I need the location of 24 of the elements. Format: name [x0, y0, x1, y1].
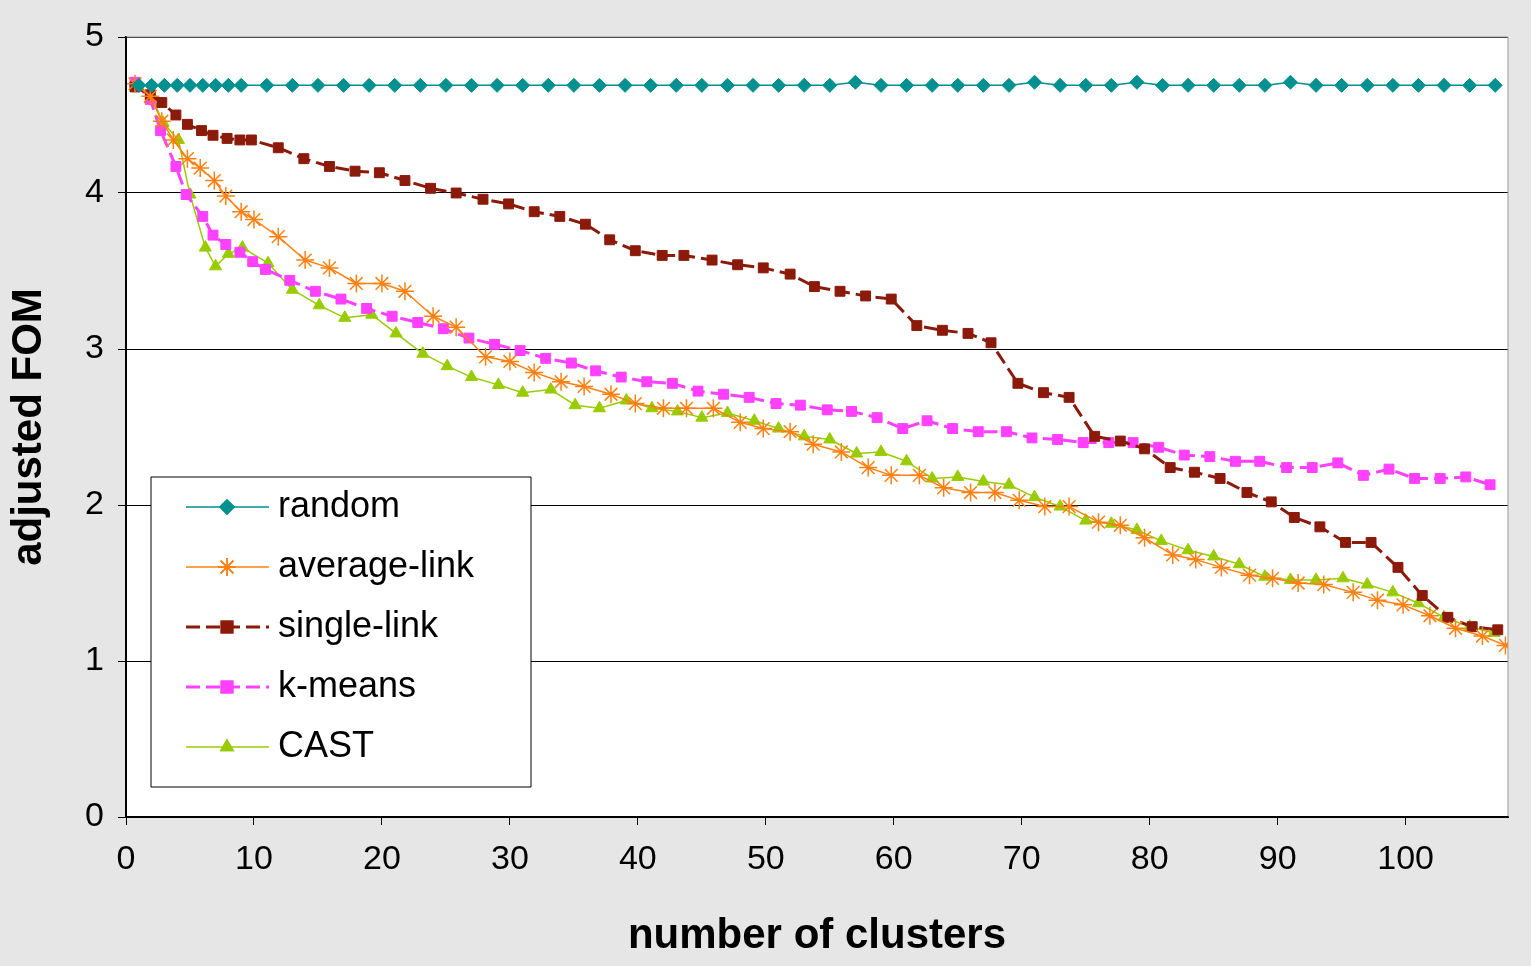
- x-tick-label: 30: [490, 837, 529, 876]
- x-tick-label: 100: [1377, 837, 1434, 876]
- y-tick-label: 3: [85, 327, 104, 366]
- y-tick-label: 1: [85, 639, 104, 678]
- legend-label: average-link: [278, 543, 476, 585]
- legend-label: random: [278, 483, 401, 525]
- x-axis-title: number of clusters: [627, 910, 1007, 958]
- x-tick-label: 50: [746, 837, 785, 876]
- y-tick-label: 2: [85, 483, 104, 522]
- x-tick-label: 70: [1002, 837, 1041, 876]
- x-tick-label: 60: [874, 837, 913, 876]
- legend-label: k-means: [278, 663, 417, 705]
- legend-label: CAST: [278, 723, 375, 765]
- y-tick-label: 4: [85, 171, 104, 210]
- x-tick-label: 0: [116, 837, 136, 876]
- legend-label: single-link: [278, 603, 440, 645]
- y-axis-title: adjusted FOM: [2, 288, 50, 566]
- x-tick-label: 10: [235, 837, 273, 876]
- x-tick-label: 40: [618, 837, 657, 876]
- x-tick-label: 90: [1258, 837, 1297, 876]
- y-tick-label: 0: [85, 795, 104, 834]
- x-tick-label: 80: [1130, 837, 1169, 876]
- y-tick-label: 5: [85, 15, 104, 54]
- x-tick-label: 20: [363, 837, 401, 876]
